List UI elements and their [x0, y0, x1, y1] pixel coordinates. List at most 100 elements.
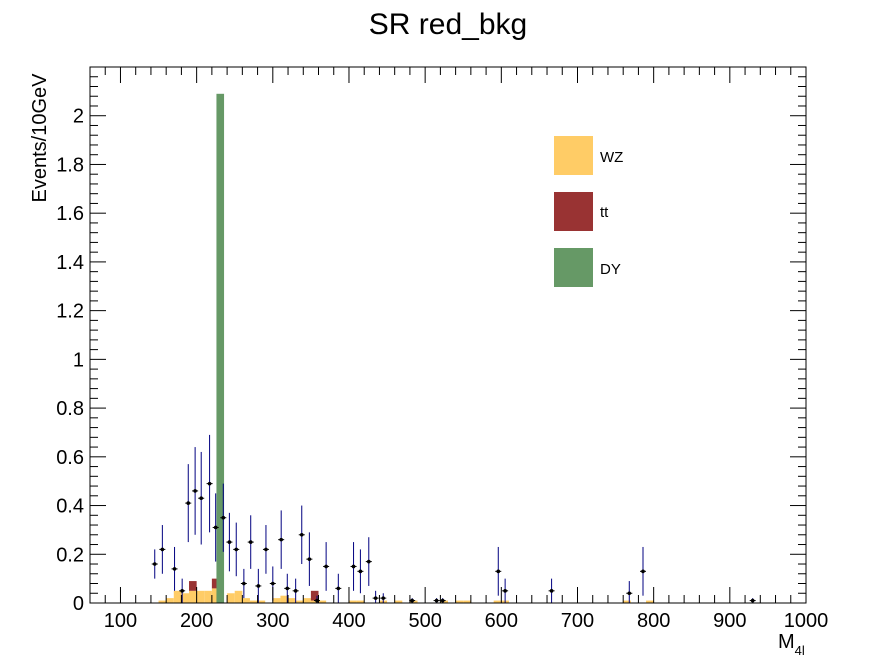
x-tick-label-4: 500 — [408, 610, 441, 632]
bar-wz-25 — [440, 600, 448, 603]
data-point-0 — [151, 549, 158, 579]
point-marker-31 — [434, 598, 439, 603]
data-point-10 — [226, 512, 233, 572]
point-marker-37 — [641, 569, 645, 574]
point-marker-34 — [503, 589, 507, 593]
data-point-2 — [171, 546, 178, 591]
x-tick-label-3: 400 — [332, 610, 365, 632]
point-marker-3 — [180, 589, 184, 593]
data-point-35 — [548, 578, 555, 603]
histogram-bars — [158, 93, 654, 604]
bar-wz-1 — [166, 598, 174, 603]
point-marker-26 — [358, 569, 363, 574]
axes: 100 200 300 400 500 600 700 800 900 1000 0 0.2 0.4 0.… — [56, 66, 829, 632]
bar-wz-7 — [211, 588, 220, 603]
x-axis-label-subscript: 4l — [795, 643, 805, 658]
data-point-7 — [206, 434, 213, 533]
bar-wz-0 — [158, 600, 167, 603]
data-point-14 — [255, 568, 262, 603]
bar-wz-27 — [463, 600, 471, 603]
x-tick-label-6: 700 — [561, 610, 594, 632]
point-marker-36 — [627, 591, 632, 596]
data-point-6 — [198, 451, 205, 545]
bar-wz-13 — [272, 598, 281, 603]
point-marker-2 — [172, 567, 177, 571]
point-marker-0 — [152, 562, 157, 566]
point-marker-16 — [271, 581, 275, 586]
point-marker-15 — [264, 547, 268, 552]
point-marker-8 — [213, 525, 218, 530]
point-marker-28 — [373, 596, 378, 600]
y-tick-label-0: 0 — [73, 593, 84, 615]
data-points — [151, 434, 756, 603]
data-point-13 — [247, 515, 254, 569]
point-marker-32 — [440, 598, 445, 603]
bar-wz-17 — [303, 598, 311, 603]
point-marker-14 — [256, 584, 261, 588]
data-point-21 — [306, 532, 313, 586]
legend-swatch-dy — [554, 248, 593, 287]
y-tick-label-6: 1.2 — [56, 301, 84, 323]
y-axis-label: Events/10GeV — [29, 73, 51, 203]
bar-wz-30 — [623, 600, 631, 603]
y-tick-label-7: 1.4 — [56, 252, 84, 274]
y-tick-label-2: 0.4 — [56, 496, 84, 518]
data-point-12 — [240, 568, 247, 599]
data-point-36 — [626, 581, 633, 603]
data-point-11 — [233, 522, 240, 577]
point-marker-25 — [351, 564, 356, 569]
point-marker-4 — [186, 501, 191, 505]
y-tick-label-10: 2 — [73, 106, 84, 128]
bar-wz-24 — [409, 600, 418, 603]
data-point-20 — [298, 505, 305, 565]
bar-wz-16 — [295, 600, 304, 603]
bar-wz-3 — [181, 593, 190, 603]
point-marker-30 — [410, 598, 415, 603]
point-marker-6 — [199, 496, 204, 501]
data-point-3 — [179, 578, 186, 603]
bar-tt-0 — [189, 581, 197, 591]
legend-entry-wz: WZ — [554, 136, 623, 175]
data-point-37 — [639, 546, 646, 596]
point-marker-9 — [221, 515, 226, 520]
point-marker-29 — [381, 596, 386, 600]
y-tick-label-8: 1.6 — [56, 203, 84, 225]
x-tick-label-8: 900 — [713, 610, 746, 632]
legend-swatch-tt — [554, 192, 593, 231]
bar-wz-23 — [394, 600, 403, 603]
data-point-26 — [357, 549, 364, 594]
bar-wz-19 — [318, 600, 327, 603]
x-tick-label-9: 1000 — [784, 610, 829, 632]
legend-entry-dy: DY — [554, 248, 621, 287]
y-tick-label-5: 1 — [73, 349, 84, 371]
x-axis-label: M4l — [778, 631, 805, 658]
bar-wz-31 — [646, 600, 654, 603]
data-point-29 — [380, 593, 387, 603]
y-tick-label-9: 1.8 — [56, 154, 84, 176]
point-marker-5 — [193, 489, 197, 493]
legend-swatch-wz — [554, 136, 593, 175]
x-tick-label-1: 200 — [180, 610, 213, 632]
y-tick-label-3: 0.6 — [56, 447, 84, 469]
data-point-23 — [323, 542, 330, 591]
data-point-19 — [292, 578, 299, 603]
point-marker-22 — [315, 598, 319, 603]
point-marker-35 — [549, 589, 554, 593]
point-marker-33 — [496, 569, 501, 574]
bar-wz-26 — [455, 600, 464, 603]
chart-title: SR red_bkg — [369, 8, 527, 41]
point-marker-18 — [285, 586, 290, 591]
point-marker-27 — [366, 559, 371, 564]
bar-wz-14 — [280, 595, 289, 603]
data-point-18 — [284, 573, 291, 603]
bar-wz-10 — [242, 598, 250, 603]
point-marker-10 — [227, 540, 232, 544]
x-tick-label-0: 100 — [104, 610, 137, 632]
point-marker-13 — [248, 540, 253, 544]
legend-label-tt: tt — [600, 204, 609, 221]
point-marker-38 — [750, 598, 755, 603]
legend-label-dy: DY — [600, 261, 621, 278]
legend: WZ tt DY — [554, 136, 623, 287]
data-point-8 — [212, 493, 219, 562]
